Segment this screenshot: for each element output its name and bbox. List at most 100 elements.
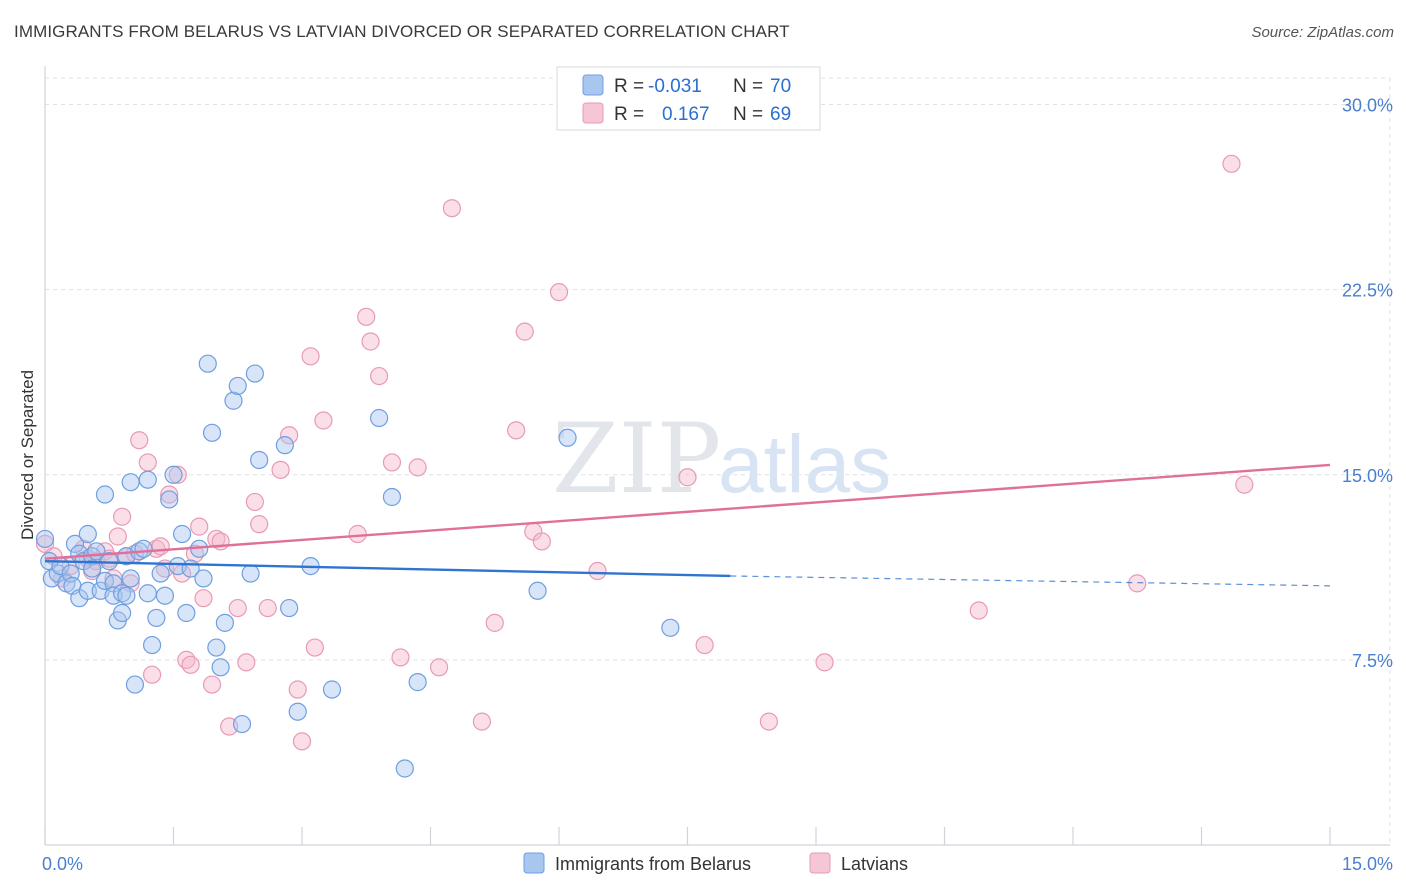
latvians-point [357,307,376,326]
belarus-point [382,487,402,507]
belarus-point [558,428,577,447]
latvians-point [130,431,149,450]
belarus-point [142,635,162,655]
latvians-point [361,332,380,351]
watermark-zip: ZIP [552,403,721,515]
trend-lines [44,463,1331,587]
x-tick-label: 0.0% [42,854,83,874]
latvians-point [515,322,534,341]
latvians-point [815,653,834,672]
y-axis-label: Divorced or Separated [18,370,37,540]
latvians-point [507,421,526,440]
belarus-point [164,465,183,484]
belarus-point [408,673,427,692]
legend-swatch-blue [582,74,604,96]
latvians-point [532,532,551,551]
latvians-point [485,613,504,632]
bottom-legend-label-blue: Immigrants from Belarus [555,854,751,874]
latvians-point [969,601,988,620]
belarus-point [194,569,213,588]
belarus-point [202,423,222,442]
latvians-point [237,653,256,672]
belarus-point [100,552,119,571]
belarus-point [275,436,294,455]
latvians-point [391,648,410,667]
latvians-point [370,366,389,386]
belarus-point [395,759,414,778]
belarus-point [224,391,243,410]
belarus-point [134,539,153,558]
bottom-legend-swatch-pink [809,852,831,874]
watermark-atlas: atlas [718,419,891,510]
latvians-point [588,561,607,581]
x-tick-labels: 0.0% 15.0% [42,854,1393,874]
latvians-point [142,665,162,684]
latvians-point [678,468,697,487]
latvians-points [35,154,1254,751]
latvians-point [160,485,179,504]
latvians-point [408,458,427,477]
latvians-point [280,426,299,445]
latvians-point [112,507,132,526]
latvians-point [288,680,307,699]
latvians-point [245,492,264,512]
latvians-point [1235,475,1254,494]
latvians-point [1222,154,1241,173]
belarus-point [151,564,170,583]
legend-n-label-pink: N = [733,104,763,125]
belarus-point [528,581,547,600]
y-tick-label: 30.0% [1342,96,1393,116]
latvians-point [292,732,312,751]
latvians-point [202,675,222,694]
latvians-point [168,465,187,484]
latvians-point [151,537,170,556]
latvians-point [382,453,402,472]
belarus-point [172,524,192,544]
latvians-point [305,638,324,657]
latvians-point [301,347,320,366]
belarus-point [241,564,260,583]
latvians-point [472,712,491,731]
belarus-point [83,559,102,578]
y-tick-labels: 7.5% 15.0% 22.5% 30.0% [1342,96,1393,671]
belarus-trend-line [44,559,731,578]
belarus-point [661,618,680,637]
legend-n-value-blue: 70 [770,76,791,97]
belarus-point [78,581,97,600]
legend-r-value-pink: 0.167 [662,104,710,125]
belarus-point [288,702,307,721]
source-credit: Source: ZipAtlas.com [1251,24,1394,41]
belarus-point [215,613,234,632]
belarus-point [177,603,196,623]
legend-n-label-blue: N = [733,76,763,97]
belarus-point [245,364,264,383]
latvians-trend-line [44,463,1331,560]
latvians-point [695,635,714,655]
series-legend: Immigrants from Belarus Latvians [523,852,908,874]
latvians-point [759,712,778,731]
belarus-point [35,529,55,549]
belarus-point [138,470,157,489]
belarus-point [155,586,175,605]
belarus-point [232,714,252,734]
belarus-point [112,603,132,623]
belarus-point [95,485,115,504]
legend-swatch-pink [582,102,604,124]
legend-r-label-blue: R = [614,76,644,97]
y-tick-label: 22.5% [1342,281,1393,301]
belarus-point [322,680,342,699]
latvians-point [108,527,127,546]
latvians-point [190,517,209,536]
belarus-point [147,608,166,628]
latvians-point [250,515,269,534]
belarus-point [42,569,61,588]
chart-title: IMMIGRANTS FROM BELARUS VS LATVIAN DIVOR… [14,22,790,41]
y-tick-label: 7.5% [1352,651,1393,671]
belarus-point [250,450,269,470]
y-tick-label: 15.0% [1342,466,1393,486]
belarus-point [211,658,230,677]
belarus-point [370,408,389,428]
belarus-point [280,598,299,618]
belarus-point [198,354,217,373]
correlation-legend: R = -0.031 N = 70 R = 0.167 N = 69 [556,66,821,131]
